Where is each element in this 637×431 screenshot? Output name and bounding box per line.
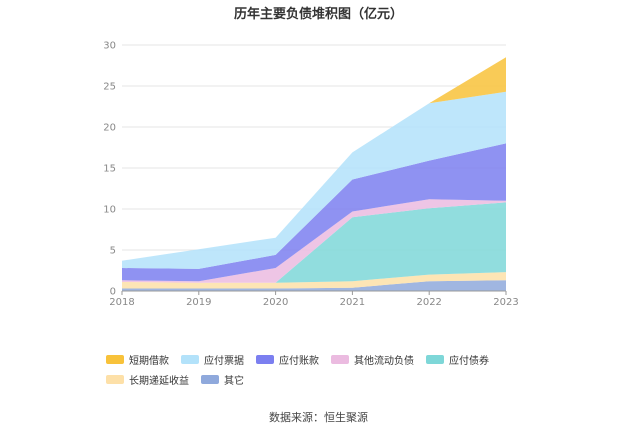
legend-swatch (201, 375, 219, 384)
area-series (122, 143, 506, 282)
y-tick-label: 5 (110, 246, 116, 257)
data-source: 数据来源：恒生聚源 (269, 411, 368, 424)
legend-swatch (426, 355, 444, 364)
legend-item[interactable]: 长期递延收益 (106, 373, 189, 387)
chart-legend: 短期借款 应付票据 应付账款 其他流动负债 应付债券长期递延收益 其它 (106, 353, 546, 387)
legend-swatch (181, 355, 199, 364)
y-tick-label: 0 (110, 287, 116, 298)
x-tick-label: 2020 (263, 297, 288, 308)
chart-title: 历年主要负债堆积图（亿元） (233, 7, 403, 22)
legend-swatch (331, 355, 349, 364)
stacked-area-chart: 0 5 10 15 20 25 30 2018 2019 2020 2021 2022 2023 (103, 41, 518, 309)
y-tick-label: 25 (103, 82, 116, 93)
legend-item[interactable]: 其他流动负债 (331, 353, 414, 367)
y-tick-label: 10 (103, 205, 116, 216)
area-series (122, 272, 506, 289)
x-tick-label: 2019 (186, 297, 211, 308)
area-series (122, 91, 506, 269)
y-tick-label: 20 (103, 123, 116, 134)
legend-swatch (256, 355, 274, 364)
x-tick-label: 2023 (493, 297, 518, 308)
legend-item[interactable]: 应付票据 (181, 353, 244, 367)
area-series (122, 199, 506, 283)
legend-item[interactable]: 应付账款 (256, 353, 319, 367)
area-series (122, 202, 506, 283)
x-tick-label: 2018 (109, 297, 134, 308)
legend-label: 其他流动负债 (354, 356, 414, 367)
legend-label: 应付债券 (449, 356, 489, 367)
legend-item[interactable]: 短期借款 (106, 353, 169, 367)
y-tick-label: 30 (103, 41, 116, 52)
legend-label: 长期递延收益 (129, 376, 189, 387)
legend-label: 应付票据 (204, 356, 244, 367)
legend-label: 短期借款 (129, 356, 169, 367)
legend-item[interactable]: 其它 (201, 373, 244, 387)
y-tick-label: 15 (103, 164, 116, 175)
legend-label: 其它 (224, 376, 244, 387)
x-tick-label: 2022 (416, 297, 441, 308)
legend-item[interactable]: 应付债券 (426, 353, 489, 367)
legend-swatch (106, 355, 124, 364)
x-tick-label: 2021 (340, 297, 365, 308)
area-series (122, 280, 506, 291)
legend-swatch (106, 375, 124, 384)
legend-label: 应付账款 (279, 356, 319, 367)
